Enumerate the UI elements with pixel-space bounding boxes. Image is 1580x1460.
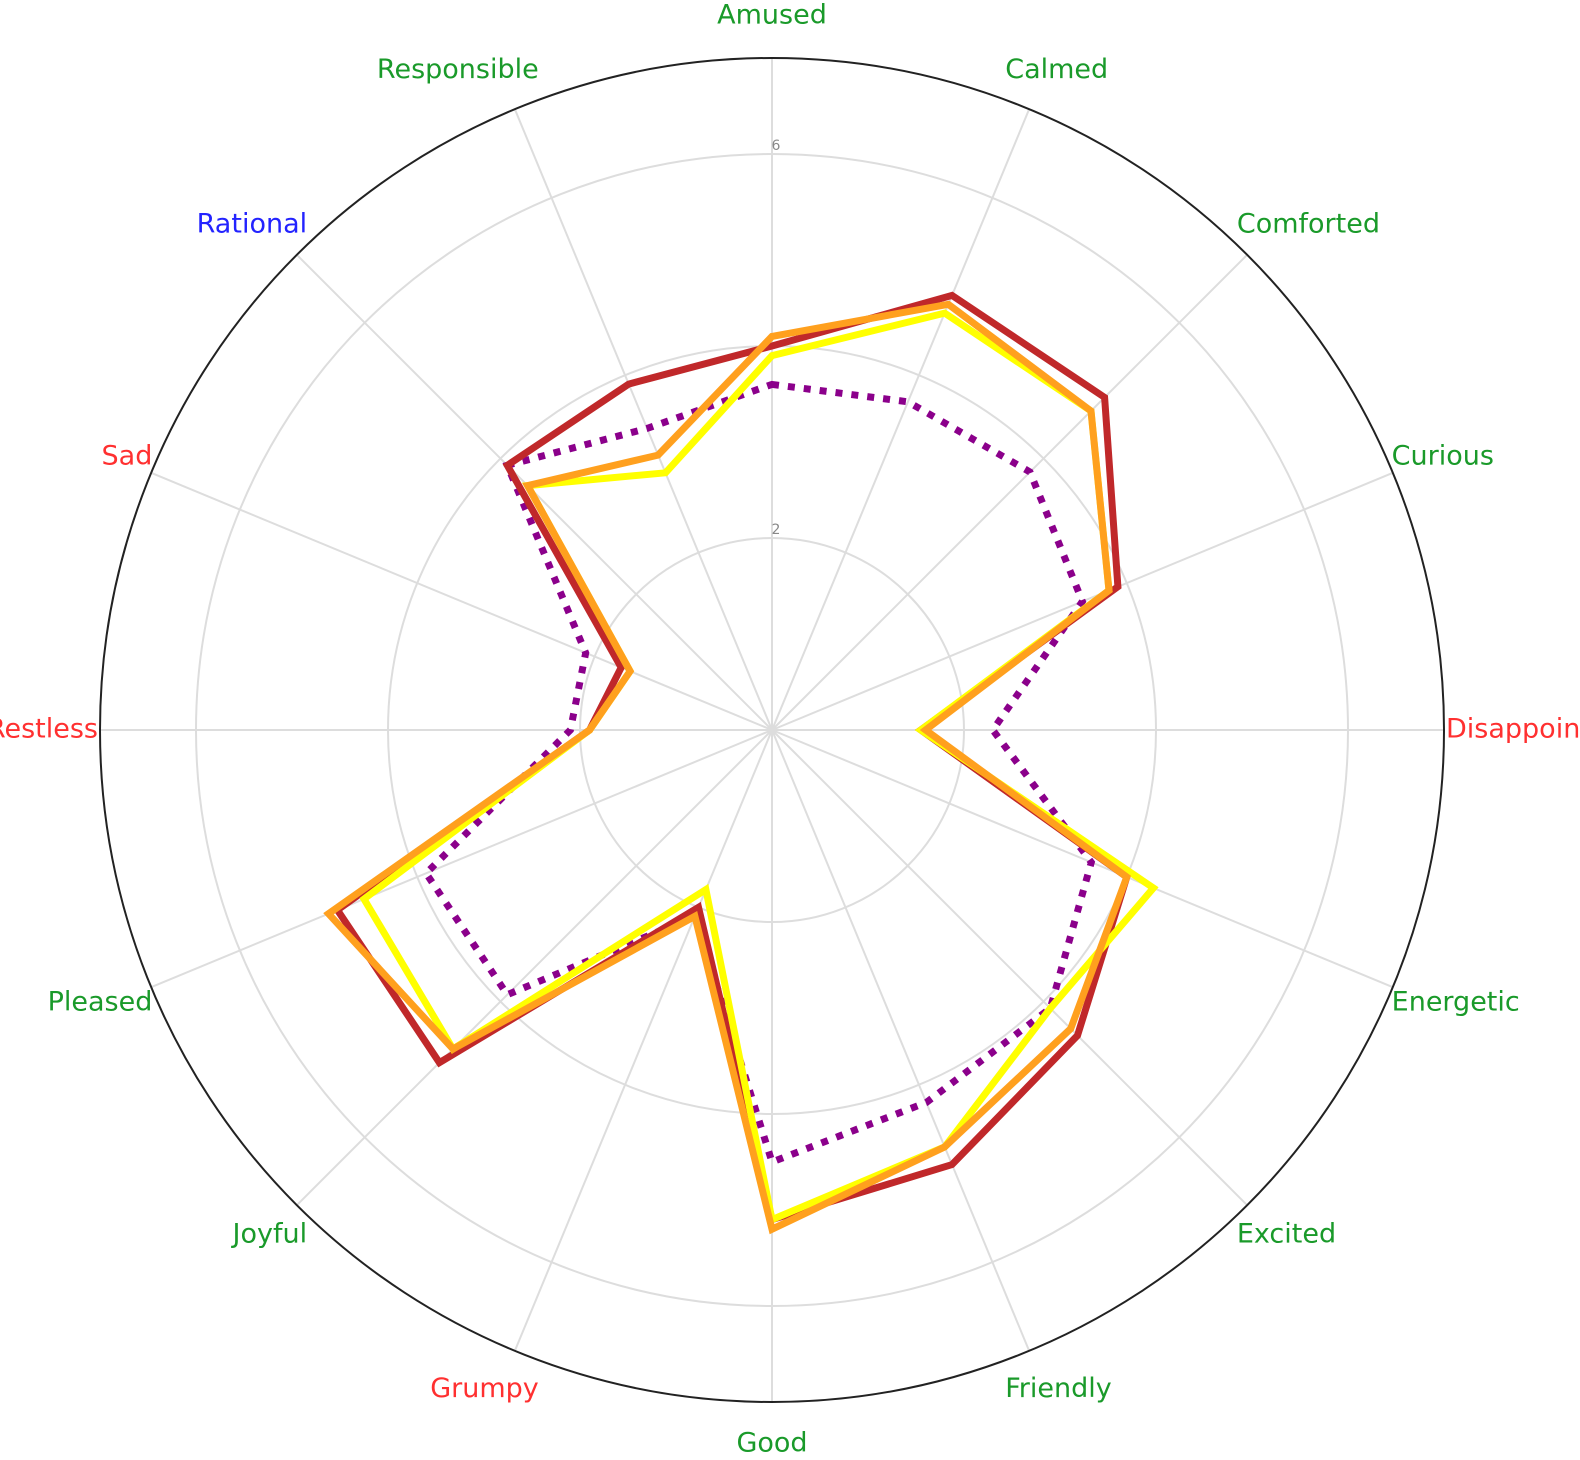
- category-label: Responsible: [377, 54, 539, 85]
- grid-spoke: [150, 729, 773, 989]
- category-label: Energetic: [1392, 987, 1520, 1018]
- grid-spoke: [771, 729, 1031, 1352]
- outer-frame: [99, 57, 1445, 1403]
- grid-spoke: [771, 729, 1394, 989]
- grid-spoke: [513, 108, 773, 731]
- category-label: Grumpy: [430, 1373, 539, 1404]
- category-label: Friendly: [1005, 1373, 1112, 1404]
- grid-spoke: [296, 729, 773, 1206]
- category-label: Amused: [717, 0, 827, 31]
- category-label: Excited: [1237, 1218, 1336, 1249]
- category-label: Comforted: [1237, 209, 1380, 240]
- series-line: [421, 380, 1096, 1167]
- grid-spoke: [771, 254, 1248, 731]
- category-label: Sad: [102, 440, 153, 471]
- radial-tick-label: 6: [772, 138, 781, 154]
- category-label: Good: [736, 1428, 807, 1459]
- category-label: Joyful: [231, 1218, 308, 1249]
- category-label: Calmed: [1005, 54, 1108, 85]
- series-group: [323, 291, 1159, 1235]
- category-label: Restless: [0, 714, 98, 745]
- series-line: [323, 300, 1131, 1235]
- category-label: Disappointed: [1446, 714, 1580, 745]
- grid: 26: [99, 57, 1445, 1403]
- grid-spoke: [513, 729, 773, 1352]
- category-label: Pleased: [48, 987, 153, 1018]
- grid-spoke: [771, 729, 1248, 1206]
- radial-tick-label: 2: [772, 522, 781, 538]
- grid-spoke: [150, 471, 773, 731]
- grid-spoke: [771, 108, 1031, 731]
- category-label: Curious: [1392, 440, 1494, 471]
- category-label: Rational: [197, 209, 307, 240]
